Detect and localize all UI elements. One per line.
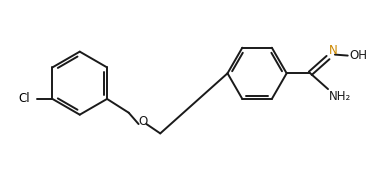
Text: O: O	[138, 115, 147, 128]
Text: NH₂: NH₂	[329, 90, 351, 103]
Text: OH: OH	[350, 49, 368, 62]
Text: Cl: Cl	[18, 92, 30, 105]
Text: N: N	[329, 44, 338, 57]
